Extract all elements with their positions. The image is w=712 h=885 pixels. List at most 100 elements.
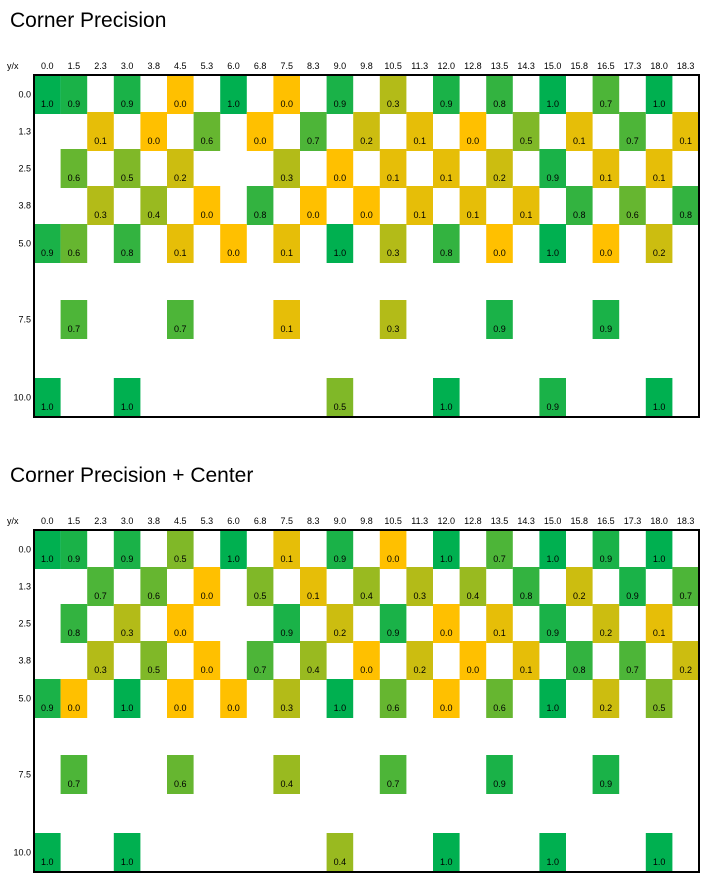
- heatmap-cell: [34, 224, 61, 263]
- heatmap-cell: [539, 378, 566, 417]
- x-tick-label: 9.8: [360, 516, 373, 526]
- x-tick-label: 3.0: [121, 516, 134, 526]
- cell-value-label: 0.1: [600, 173, 613, 183]
- heatmap-cell: [167, 755, 194, 794]
- cell-value-label: 0.7: [626, 136, 639, 146]
- cell-value-label: 0.9: [440, 99, 453, 109]
- x-tick-label: 12.8: [464, 61, 482, 71]
- heatmap-cell: [113, 604, 141, 643]
- heatmap-cell: [193, 641, 221, 680]
- heatmap-cell: [220, 224, 247, 263]
- cell-value-label: 0.0: [254, 136, 267, 146]
- cell-value-label: 0.0: [360, 210, 373, 220]
- cell-value-label: 0.9: [546, 402, 559, 412]
- cell-value-label: 0.0: [280, 99, 293, 109]
- heatmap-cell: [406, 567, 433, 606]
- x-tick-label: 14.3: [517, 61, 535, 71]
- heatmap-cell: [34, 530, 61, 569]
- cell-value-label: 0.0: [68, 703, 81, 713]
- heatmap-cell: [167, 530, 194, 569]
- x-tick-label: 0.0: [41, 61, 54, 71]
- heatmap-cell: [60, 679, 88, 718]
- cell-value-label: 1.0: [41, 99, 54, 109]
- cell-value-label: 0.8: [573, 210, 586, 220]
- cell-value-label: 0.0: [387, 554, 400, 564]
- cell-value-label: 0.9: [68, 99, 81, 109]
- cell-value-label: 0.0: [227, 248, 240, 258]
- heatmap-cell: [645, 75, 673, 114]
- cell-value-label: 0.1: [493, 628, 506, 638]
- cell-value-label: 0.3: [280, 703, 293, 713]
- cell-value-label: 0.0: [467, 665, 480, 675]
- cell-value-label: 0.7: [307, 136, 320, 146]
- heatmap-plot: y/x 0.0 1.5 2.3 3.0 3.8 4.5 5.3 6.0 6.8 7.5 8.3 9.0 9…: [7, 61, 700, 418]
- heatmap-cell: [34, 833, 61, 872]
- cell-value-label: 0.0: [174, 703, 187, 713]
- heatmap-cell: [140, 641, 167, 680]
- heatmap-cell: [592, 604, 620, 643]
- heatmap-cell: [592, 75, 620, 114]
- heatmap-cell: [566, 567, 593, 606]
- heatmap-cell: [379, 224, 407, 263]
- heatmap-cell: [539, 679, 566, 718]
- heatmap-cell: [645, 679, 673, 718]
- cell-value-label: 0.8: [254, 210, 267, 220]
- cell-value-label: 0.2: [573, 591, 586, 601]
- x-tick-label: 5.3: [201, 61, 214, 71]
- cell-value-label: 1.0: [546, 703, 559, 713]
- heatmap-cell: [645, 378, 673, 417]
- heatmap-cell: [193, 567, 221, 606]
- cell-value-label: 1.0: [121, 857, 134, 867]
- heatmap-cell: [486, 604, 513, 643]
- heatmap-cell: [300, 567, 327, 606]
- heatmap-cell: [193, 186, 221, 225]
- y-tick-label: 3.8: [18, 656, 31, 666]
- x-tick-label: 15.0: [544, 516, 562, 526]
- x-tick-label: 14.3: [517, 516, 535, 526]
- cell-value-label: 0.4: [467, 591, 480, 601]
- heatmap-cell: [273, 530, 300, 569]
- cell-value-label: 0.8: [121, 248, 134, 258]
- x-tick-label: 12.0: [438, 516, 456, 526]
- cell-value-label: 0.1: [413, 136, 426, 146]
- cell-value-label: 0.1: [174, 248, 187, 258]
- heatmap-cell: [379, 604, 407, 643]
- y-tick-label: 0.0: [18, 90, 31, 100]
- heatmap-cell: [60, 224, 88, 263]
- heatmap-cell: [566, 186, 593, 225]
- heatmap-cell: [113, 149, 141, 188]
- y-tick-label: 1.3: [18, 582, 31, 592]
- x-tick-label: 9.0: [334, 61, 347, 71]
- cell-value-label: 0.8: [679, 210, 692, 220]
- x-tick-label: 15.0: [544, 61, 562, 71]
- cell-value-label: 0.0: [307, 210, 320, 220]
- x-tick-label: 4.5: [174, 61, 187, 71]
- heatmap-cell: [326, 378, 354, 417]
- cell-value-label: 1.0: [653, 402, 666, 412]
- heatmap-cell: [167, 149, 194, 188]
- cell-value-label: 0.0: [467, 136, 480, 146]
- cell-value-label: 0.9: [493, 779, 506, 789]
- heatmap-cell: [273, 224, 300, 263]
- heatmap-cell: [140, 112, 167, 151]
- heatmap-cell: [486, 224, 513, 263]
- heatmap-cell: [459, 567, 487, 606]
- cell-value-label: 0.1: [573, 136, 586, 146]
- heatmap-cell: [140, 567, 167, 606]
- cell-value-label: 0.0: [334, 173, 347, 183]
- cell-value-label: 0.6: [493, 703, 506, 713]
- heatmap-cell: [379, 755, 407, 794]
- heatmap-cell: [433, 679, 460, 718]
- cell-value-label: 0.0: [174, 99, 187, 109]
- cell-value-label: 0.7: [387, 779, 400, 789]
- heatmap-cell: [433, 75, 460, 114]
- cell-value-label: 0.2: [600, 628, 613, 638]
- cell-value-label: 0.1: [280, 324, 293, 334]
- x-tick-label: 1.5: [68, 516, 81, 526]
- cell-value-label: 0.6: [68, 173, 81, 183]
- x-tick-label: 11.3: [411, 516, 428, 526]
- cell-value-label: 0.9: [600, 554, 613, 564]
- heatmap-cell: [433, 530, 460, 569]
- heatmap-cell: [60, 755, 88, 794]
- heatmap-cell: [246, 186, 274, 225]
